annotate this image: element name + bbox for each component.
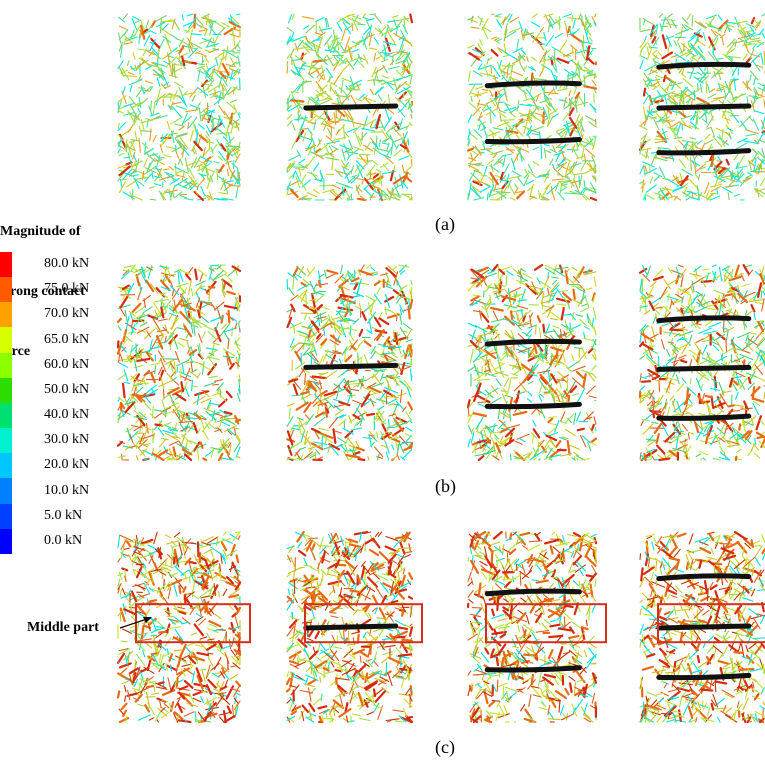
- crack-band: [656, 623, 752, 631]
- legend-label: 80.0 kN: [44, 256, 90, 271]
- legend-label: 70.0 kN: [44, 306, 90, 322]
- colorbar-segment: [0, 503, 12, 529]
- legend-label: 75.0 kN: [44, 281, 90, 297]
- colorbar-segment: [0, 377, 12, 403]
- colorbar-segment: [0, 478, 12, 504]
- force-network-panel: [117, 13, 242, 202]
- crack-band: [656, 315, 752, 324]
- crack-band: [303, 362, 399, 370]
- legend-label: 0.0 kN: [44, 532, 83, 548]
- crack-band: [656, 413, 752, 421]
- crack-band: [656, 672, 752, 681]
- middle-part-box: [485, 603, 607, 644]
- legend-label: 60.0 kN: [44, 356, 90, 372]
- middle-part-box: [657, 603, 765, 644]
- legend-label: 40.0 kN: [44, 407, 90, 422]
- force-network-panel: [466, 13, 598, 202]
- crack-band: [656, 61, 752, 70]
- colorbar-segment: [0, 428, 12, 454]
- crack-band: [656, 148, 752, 156]
- colorbar-segment: [0, 528, 12, 554]
- force-network-panel: [466, 263, 598, 462]
- colorbar-segment: [0, 352, 12, 378]
- colorbar-segment: [0, 302, 12, 328]
- crack-band: [484, 665, 582, 673]
- overlays-group: [119, 61, 765, 681]
- row-caption-a: (a): [435, 214, 455, 234]
- legend-label: 20.0 kN: [44, 457, 90, 473]
- crack-band: [303, 623, 399, 631]
- crack-band: [303, 103, 399, 111]
- colorbar-segment: [0, 453, 12, 479]
- crack-band: [656, 364, 752, 372]
- force-network-panel: [639, 530, 765, 724]
- force-network-panel: [116, 531, 242, 724]
- force-network-panel: [286, 13, 414, 202]
- colorbar-segment: [0, 327, 12, 353]
- annotation-arrowhead: [143, 617, 152, 623]
- crack-band: [484, 401, 582, 410]
- crack-band: [484, 338, 582, 347]
- legend-label: 50.0 kN: [44, 381, 90, 397]
- row-caption-c: (c): [435, 737, 455, 757]
- force-network-panel: [466, 530, 598, 724]
- crack-band: [656, 573, 752, 582]
- force-network-panel: [285, 530, 414, 724]
- colorbar-segment: [0, 402, 12, 429]
- crack-band: [484, 137, 582, 145]
- legend-title-line-1: Magnitude of: [0, 224, 81, 239]
- middle-part-label: Middle part: [27, 620, 99, 635]
- crack-band: [484, 588, 582, 597]
- force-network-panel: [286, 264, 414, 462]
- crack-band: [656, 103, 752, 111]
- panels-group: [116, 13, 765, 724]
- legend-label: 10.0 kN: [44, 482, 90, 498]
- legend-label: 5.0 kN: [44, 507, 83, 523]
- row-caption-b: (b): [435, 476, 456, 496]
- legend-colorbar: [0, 252, 12, 554]
- crack-band: [484, 80, 582, 89]
- legend-label: 65.0 kN: [44, 331, 90, 347]
- legend-label: 30.0 kN: [44, 432, 90, 448]
- colorbar-segment: [0, 252, 12, 278]
- middle-part-box: [304, 603, 423, 644]
- force-network-panel: [638, 264, 765, 462]
- force-network-panel: [116, 264, 242, 462]
- colorbar-segment: [0, 277, 12, 303]
